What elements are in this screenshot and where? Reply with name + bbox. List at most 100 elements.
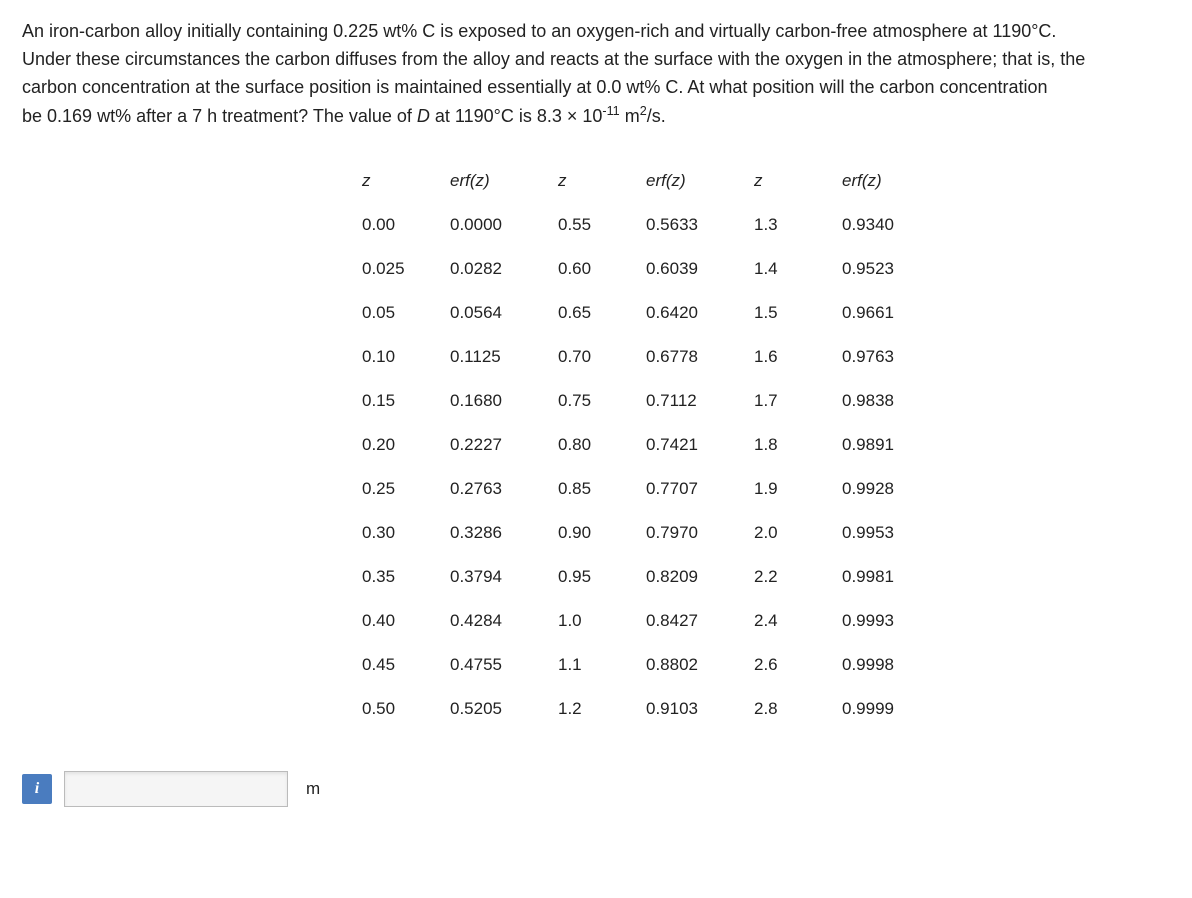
table-cell: 1.9 <box>744 467 832 511</box>
exponent: -11 <box>602 104 619 118</box>
table-cell: 0.9661 <box>832 291 940 335</box>
table-cell: 0.025 <box>352 247 440 291</box>
col-header-z3: z <box>744 159 832 203</box>
table-cell: 0.3794 <box>440 555 548 599</box>
table-cell: 1.5 <box>744 291 832 335</box>
answer-row: i m <box>22 771 1170 807</box>
table-cell: 0.9838 <box>832 379 940 423</box>
table-cell: 0.9523 <box>832 247 940 291</box>
table-cell: 0.20 <box>352 423 440 467</box>
table-cell: 0.40 <box>352 599 440 643</box>
table-cell: 0.35 <box>352 555 440 599</box>
table-cell: 0.80 <box>548 423 636 467</box>
table-cell: 0.2227 <box>440 423 548 467</box>
table-cell: 0.9891 <box>832 423 940 467</box>
erf-table-body: 0.000.00000.550.56331.30.93400.0250.0282… <box>352 203 940 731</box>
table-row: 0.250.27630.850.77071.90.9928 <box>352 467 940 511</box>
table-cell: 0.9998 <box>832 643 940 687</box>
problem-line4d: /s. <box>647 106 666 126</box>
col-header-z1: z <box>352 159 440 203</box>
table-cell: 0.70 <box>548 335 636 379</box>
table-cell: 0.9340 <box>832 203 940 247</box>
table-cell: 0.4284 <box>440 599 548 643</box>
table-cell: 0.7970 <box>636 511 744 555</box>
table-row: 0.450.47551.10.88022.60.9998 <box>352 643 940 687</box>
table-cell: 2.6 <box>744 643 832 687</box>
table-row: 0.050.05640.650.64201.50.9661 <box>352 291 940 335</box>
table-cell: 0.60 <box>548 247 636 291</box>
table-cell: 0.6039 <box>636 247 744 291</box>
col-header-erfz3: erf(z) <box>832 159 940 203</box>
table-cell: 0.9103 <box>636 687 744 731</box>
table-cell: 0.9993 <box>832 599 940 643</box>
table-row: 0.100.11250.700.67781.60.9763 <box>352 335 940 379</box>
problem-line4a: be 0.169 wt% after a 7 h treatment? The … <box>22 106 417 126</box>
table-cell: 0.6778 <box>636 335 744 379</box>
table-row: 0.200.22270.800.74211.80.9891 <box>352 423 940 467</box>
table-cell: 2.8 <box>744 687 832 731</box>
table-cell: 1.0 <box>548 599 636 643</box>
table-cell: 0.5633 <box>636 203 744 247</box>
col-header-z2: z <box>548 159 636 203</box>
table-cell: 2.0 <box>744 511 832 555</box>
table-cell: 0.50 <box>352 687 440 731</box>
table-cell: 0.9999 <box>832 687 940 731</box>
table-row: 0.300.32860.900.79702.00.9953 <box>352 511 940 555</box>
info-button[interactable]: i <box>22 774 52 804</box>
squared: 2 <box>640 104 647 118</box>
table-cell: 0.2763 <box>440 467 548 511</box>
table-cell: 2.4 <box>744 599 832 643</box>
erf-table-header-row: z erf(z) z erf(z) z erf(z) <box>352 159 940 203</box>
table-cell: 0.0564 <box>440 291 548 335</box>
table-cell: 0.55 <box>548 203 636 247</box>
table-cell: 0.95 <box>548 555 636 599</box>
table-row: 0.350.37940.950.82092.20.9981 <box>352 555 940 599</box>
info-icon: i <box>35 780 39 798</box>
col-header-erfz1: erf(z) <box>440 159 548 203</box>
table-row: 0.150.16800.750.71121.70.9838 <box>352 379 940 423</box>
problem-line3: carbon concentration at the surface posi… <box>22 77 1048 97</box>
table-cell: 0.85 <box>548 467 636 511</box>
table-cell: 0.0000 <box>440 203 548 247</box>
table-cell: 1.4 <box>744 247 832 291</box>
problem-line2: Under these circumstances the carbon dif… <box>22 49 1085 69</box>
answer-input[interactable] <box>64 771 288 807</box>
table-cell: 0.90 <box>548 511 636 555</box>
diffusion-symbol: D <box>417 106 430 126</box>
table-cell: 0.6420 <box>636 291 744 335</box>
table-cell: 0.30 <box>352 511 440 555</box>
table-cell: 0.3286 <box>440 511 548 555</box>
table-cell: 1.3 <box>744 203 832 247</box>
table-cell: 1.8 <box>744 423 832 467</box>
table-cell: 1.6 <box>744 335 832 379</box>
table-row: 0.000.00000.550.56331.30.9340 <box>352 203 940 247</box>
table-cell: 1.1 <box>548 643 636 687</box>
table-cell: 0.9981 <box>832 555 940 599</box>
table-cell: 0.7421 <box>636 423 744 467</box>
col-header-erfz2: erf(z) <box>636 159 744 203</box>
table-row: 0.500.52051.20.91032.80.9999 <box>352 687 940 731</box>
table-row: 0.400.42841.00.84272.40.9993 <box>352 599 940 643</box>
table-cell: 0.8802 <box>636 643 744 687</box>
table-cell: 0.5205 <box>440 687 548 731</box>
table-cell: 0.10 <box>352 335 440 379</box>
table-cell: 0.4755 <box>440 643 548 687</box>
table-cell: 0.8209 <box>636 555 744 599</box>
table-cell: 0.65 <box>548 291 636 335</box>
answer-unit: m <box>306 779 320 799</box>
problem-line4c: m <box>620 106 640 126</box>
table-cell: 2.2 <box>744 555 832 599</box>
erf-table: z erf(z) z erf(z) z erf(z) 0.000.00000.5… <box>352 159 940 731</box>
problem-line1: An iron-carbon alloy initially containin… <box>22 21 1056 41</box>
table-cell: 0.9928 <box>832 467 940 511</box>
table-cell: 0.1680 <box>440 379 548 423</box>
table-cell: 0.75 <box>548 379 636 423</box>
table-cell: 0.45 <box>352 643 440 687</box>
problem-line4b: at 1190°C is 8.3 × 10 <box>430 106 602 126</box>
table-cell: 0.7112 <box>636 379 744 423</box>
table-cell: 1.2 <box>548 687 636 731</box>
table-cell: 0.8427 <box>636 599 744 643</box>
table-cell: 0.9953 <box>832 511 940 555</box>
table-cell: 1.7 <box>744 379 832 423</box>
problem-statement: An iron-carbon alloy initially containin… <box>22 18 1170 131</box>
